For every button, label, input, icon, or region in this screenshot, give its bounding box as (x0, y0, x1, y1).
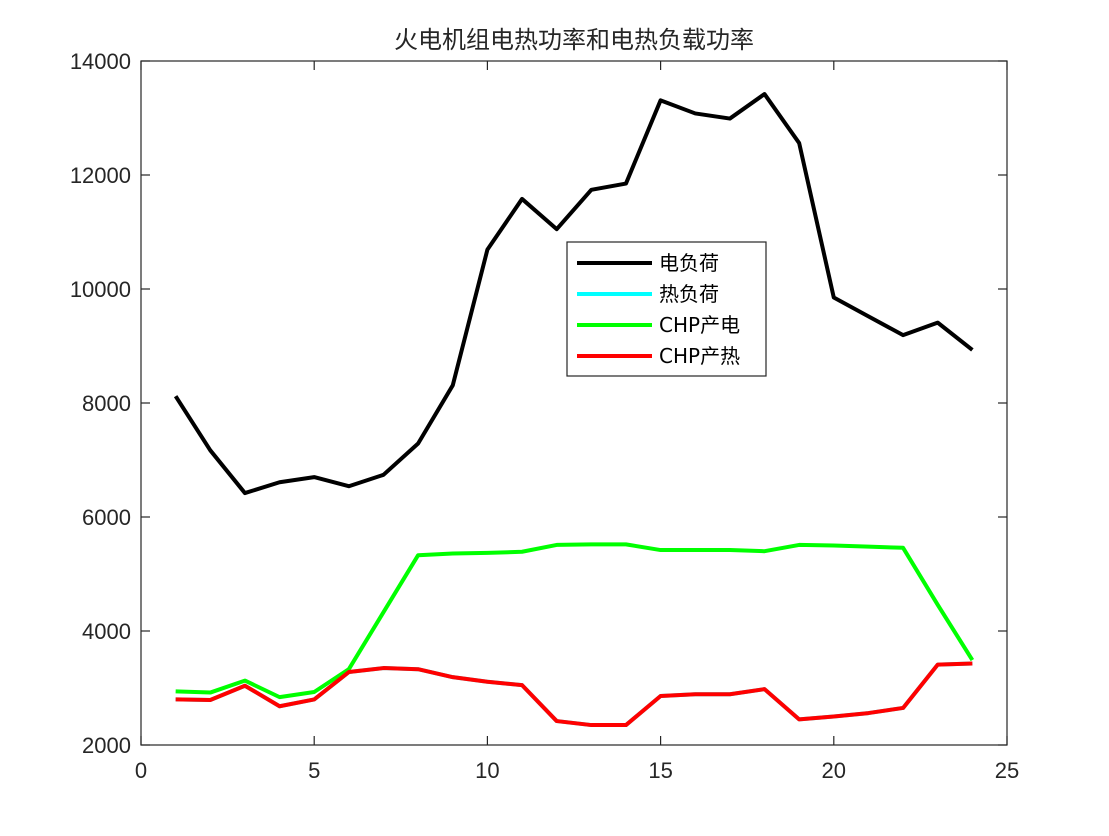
y-tick-label: 12000 (70, 163, 131, 188)
y-tick-label: 6000 (82, 505, 131, 530)
plot-area (141, 61, 1007, 745)
axes-layer: 0 5 10 15 20 25 2000 4000 6000 8000 10000 12000 1400… (70, 49, 1019, 783)
series-line-3 (175, 542, 975, 700)
x-tick-label: 15 (648, 758, 672, 783)
x-tick-label: 10 (475, 758, 499, 783)
legend-entry: CHP产电 (659, 313, 740, 337)
series-layer (173, 92, 975, 728)
y-tick-label: 4000 (82, 619, 131, 644)
legend-entry: 热负荷 (659, 282, 719, 306)
legend-entry: CHP产热 (659, 344, 740, 368)
legend-entry: 电负荷 (659, 251, 719, 275)
plot-background (141, 61, 1007, 745)
series-line-1 (173, 92, 974, 496)
y-tick-label: 2000 (82, 733, 131, 758)
series-line-4 (175, 661, 973, 728)
chart-title: 火电机组电热功率和电热负载功率 (394, 26, 754, 54)
y-tick-label: 8000 (82, 391, 131, 416)
x-tick-label: 0 (135, 758, 147, 783)
x-tick-label: 25 (995, 758, 1019, 783)
x-tick-label: 5 (308, 758, 320, 783)
y-tick-label: 14000 (70, 49, 131, 74)
y-tick-label: 10000 (70, 277, 131, 302)
x-tick-label: 20 (822, 758, 846, 783)
